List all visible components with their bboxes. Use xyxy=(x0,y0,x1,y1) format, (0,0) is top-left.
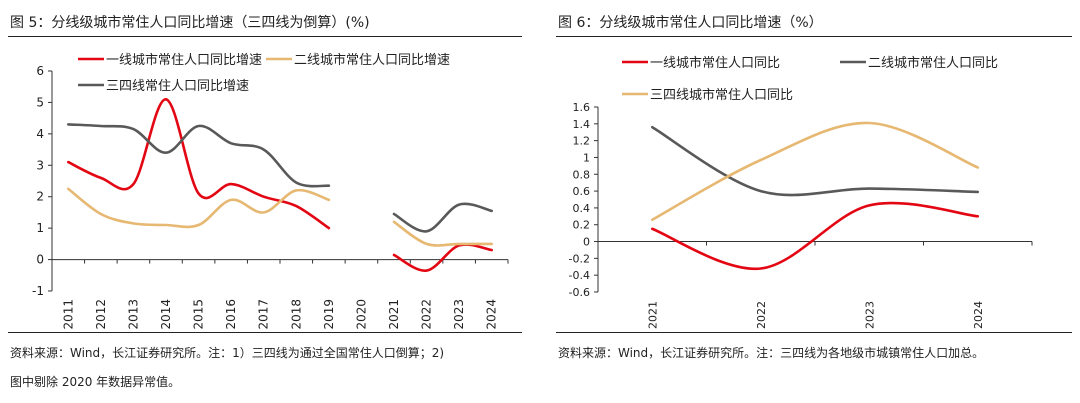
y-tick-label: 4 xyxy=(36,127,44,141)
x-tick-label: 2024 xyxy=(972,301,985,329)
figure-6-bottom-rule xyxy=(556,332,1072,333)
y-tick-label: 0.6 xyxy=(573,185,591,198)
x-tick-label: 2018 xyxy=(289,299,303,330)
y-tick-label: 1.4 xyxy=(573,118,591,131)
series-line-1 xyxy=(67,98,331,230)
y-tick-label: 2 xyxy=(36,190,44,204)
series-line-2 xyxy=(392,220,493,247)
x-tick-label: 2015 xyxy=(192,299,206,330)
x-tick-label: 2020 xyxy=(354,299,368,330)
figure-5-source-note: 资料来源：Wind，长江证券研究所。注：1）三四线为通过全国常住人口倒算；2) xyxy=(10,346,445,360)
y-tick-label: -0.6 xyxy=(569,286,590,299)
legend-label-2: 二线城市常住人口同比增速 xyxy=(294,52,450,68)
y-tick-label: 1.2 xyxy=(573,135,591,148)
legend-label-1: 一线城市常住人口同比 xyxy=(650,55,780,71)
y-tick-label: 0 xyxy=(36,253,44,267)
x-tick-label: 2024 xyxy=(485,299,499,330)
x-tick-label: 2023 xyxy=(452,299,466,330)
figure-6-source-note: 资料来源：Wind，长江证券研究所。注：三四线为各地级市城镇常住人口加总。 xyxy=(558,346,985,360)
y-tick-label: 1 xyxy=(583,151,590,164)
y-tick-label: -1 xyxy=(32,284,44,298)
x-tick-label: 2022 xyxy=(755,301,768,329)
x-tick-label: 2022 xyxy=(420,299,434,330)
x-tick-label: 2017 xyxy=(257,299,271,330)
y-tick-label: 0 xyxy=(583,236,590,249)
x-tick-label: 2021 xyxy=(646,301,659,329)
legend-label-1: 一线城市常住人口同比增速 xyxy=(106,52,262,68)
figure-5-source-note-2: 图中剔除 2020 年数据异常值。 xyxy=(10,375,181,389)
x-tick-label: 2013 xyxy=(126,299,140,330)
series-line-2 xyxy=(651,125,980,197)
x-tick-label: 2011 xyxy=(61,299,75,330)
x-tick-label: 2016 xyxy=(224,299,238,330)
legend-label-3: 三四线常住人口同比增速 xyxy=(106,79,249,94)
figure-6-chart: -0.6 -0.4 -0.2 0 0.2 0.4 0.6 0.8 1 1.2 1.4 1.6 2021 2… xyxy=(569,55,1033,329)
legend-label-3: 三四线城市常住人口同比 xyxy=(650,87,793,103)
y-tick-label: 6 xyxy=(36,64,44,78)
x-tick-label: 2021 xyxy=(387,299,401,330)
y-tick-label: -0.4 xyxy=(569,269,590,282)
y-tick-label: -0.2 xyxy=(569,252,590,265)
y-tick-label: 1.6 xyxy=(573,101,591,114)
x-tick-label: 2023 xyxy=(863,301,876,329)
legend-label-2: 二线城市常住人口同比 xyxy=(868,55,998,71)
figure-6-title: 图 6：分线级城市常住人口同比增速（%） xyxy=(558,15,823,31)
series-line-3 xyxy=(67,123,331,188)
figure-5-bottom-rule xyxy=(8,332,522,333)
series-line-3 xyxy=(392,202,493,233)
x-tick-label: 2012 xyxy=(94,299,108,330)
x-tick-label: 2014 xyxy=(159,299,173,330)
y-tick-label: 1 xyxy=(36,221,44,235)
y-tick-label: 0.4 xyxy=(573,202,591,215)
x-tick-label: 2019 xyxy=(322,299,336,330)
figure-6-top-rule xyxy=(556,36,1072,37)
figure-5-top-rule xyxy=(8,36,522,37)
series-line-1 xyxy=(392,243,493,272)
series-line-2 xyxy=(67,187,331,229)
y-tick-label: 0.2 xyxy=(573,219,591,232)
figure-5-chart: -1 0 1 2 3 4 5 6 2011 2012 2013 2014 2015 2016 2017 201… xyxy=(32,52,509,330)
figure-5-title: 图 5：分线级城市常住人口同比增速（三四线为倒算）(%) xyxy=(10,15,370,31)
y-tick-label: 3 xyxy=(36,158,44,172)
y-tick-label: 5 xyxy=(36,95,44,109)
y-tick-label: 0.8 xyxy=(573,168,591,181)
series-line-3 xyxy=(651,121,980,221)
series-line-1 xyxy=(651,201,980,270)
